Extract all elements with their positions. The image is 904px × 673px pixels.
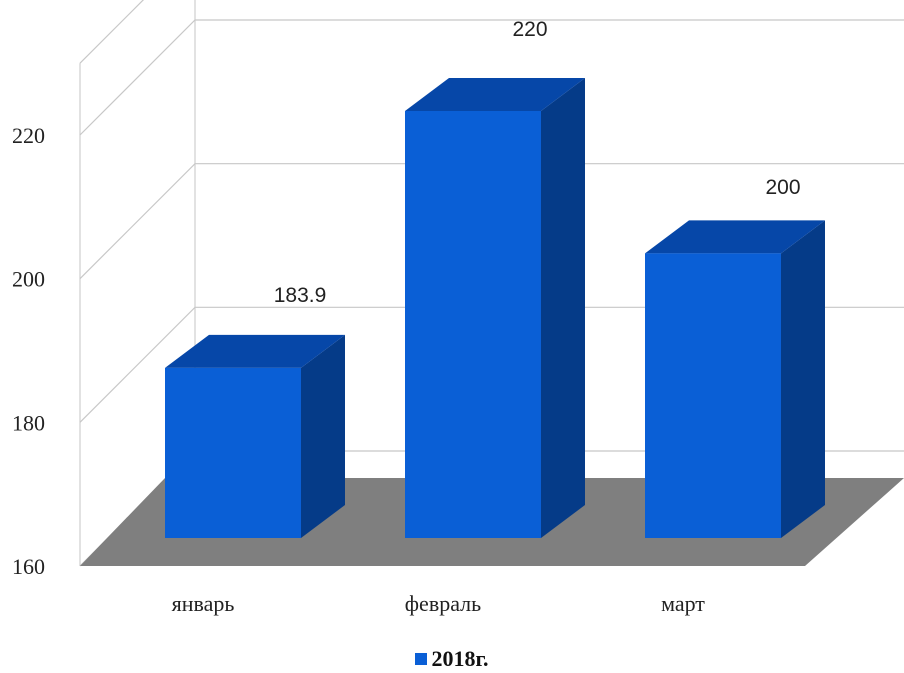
y-tick-label: 220 (12, 123, 45, 148)
data-label: 200 (765, 176, 800, 199)
gridline (79, 163, 904, 280)
x-category-label: март (661, 591, 705, 616)
bar-side (301, 334, 345, 538)
bar-front (165, 367, 301, 538)
gridline (79, 19, 904, 136)
legend-swatch (415, 653, 428, 665)
y-tick-label: 200 (12, 267, 45, 292)
bar-top (165, 334, 345, 368)
bar-top (645, 220, 825, 254)
bar-side (781, 220, 825, 539)
bar (645, 220, 825, 539)
data-label: 183.9 (274, 284, 327, 307)
bar (405, 78, 585, 538)
x-category-label: январь (172, 591, 235, 616)
data-labels: 183.9 220 200 (274, 18, 801, 307)
legend: 2018г. (0, 646, 904, 672)
bar-front (405, 111, 541, 538)
bars (165, 78, 825, 539)
legend-label: 2018г. (431, 646, 489, 671)
y-axis-ticks: 160 180 200 220 (12, 123, 45, 579)
bar-side (541, 78, 585, 538)
gridline (79, 0, 145, 64)
x-axis-categories: январь февраль март (172, 591, 706, 616)
x-category-label: февраль (405, 591, 481, 616)
y-tick-label: 180 (12, 410, 45, 435)
y-tick-label: 160 (12, 554, 45, 579)
bar (165, 334, 345, 538)
data-label: 220 (512, 18, 547, 41)
bar-top (405, 78, 585, 111)
bar-front (645, 253, 781, 539)
